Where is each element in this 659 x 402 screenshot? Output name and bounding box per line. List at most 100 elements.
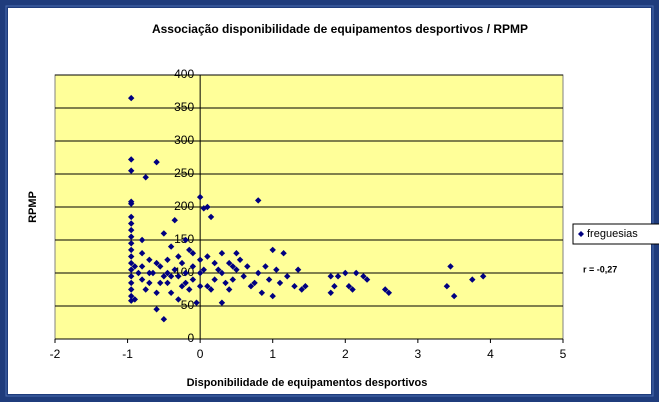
point — [207, 286, 215, 293]
point — [211, 276, 218, 283]
x-tick-label: 4 — [487, 347, 494, 361]
point — [360, 273, 367, 280]
point — [182, 269, 189, 277]
point — [215, 266, 222, 273]
point — [211, 259, 218, 267]
point — [385, 289, 393, 296]
point — [189, 263, 197, 270]
point — [178, 283, 186, 290]
point — [138, 263, 146, 270]
point — [128, 266, 135, 273]
point — [255, 269, 262, 277]
point — [182, 236, 189, 244]
point — [160, 230, 168, 237]
point — [236, 256, 244, 263]
y-tick-label: 250 — [174, 166, 194, 180]
point — [146, 269, 153, 277]
point — [327, 289, 334, 296]
point — [276, 279, 284, 287]
point — [128, 273, 135, 280]
y-tick-label: 300 — [174, 133, 194, 147]
point — [138, 250, 146, 257]
point — [175, 296, 182, 303]
point — [258, 289, 266, 296]
point — [255, 197, 262, 204]
point — [128, 220, 135, 227]
x-axis-label: Disponibilidade de equipamentos desporti… — [187, 377, 428, 389]
point — [291, 283, 298, 290]
point — [247, 283, 255, 290]
x-tick-label: 5 — [560, 347, 567, 361]
point — [222, 279, 229, 287]
point — [149, 269, 157, 277]
point — [284, 273, 291, 280]
point — [128, 167, 135, 174]
point — [128, 286, 135, 293]
point — [164, 256, 171, 263]
y-tick-label: 50 — [181, 298, 195, 312]
point — [167, 273, 175, 280]
point — [128, 279, 135, 287]
point — [218, 250, 226, 257]
point — [160, 273, 168, 280]
point — [447, 263, 454, 270]
point — [265, 276, 273, 283]
x-tick-label: 1 — [269, 347, 276, 361]
point — [135, 269, 142, 277]
point — [469, 276, 476, 283]
point — [225, 286, 233, 293]
legend-box — [572, 223, 659, 245]
chart-title: Associação disponibilidade de equipament… — [152, 22, 528, 36]
point — [269, 246, 276, 254]
point — [327, 273, 334, 280]
legend-label: freguesias — [587, 228, 638, 240]
point — [229, 263, 236, 270]
point — [138, 276, 146, 283]
point — [196, 193, 204, 201]
point — [146, 256, 153, 263]
point — [178, 259, 186, 267]
x-tick-label: 0 — [197, 347, 204, 361]
point — [186, 246, 193, 254]
point — [233, 250, 240, 257]
point — [200, 205, 207, 212]
point — [131, 263, 139, 270]
point — [128, 259, 135, 267]
point — [331, 283, 338, 290]
x-tick-label: 3 — [415, 347, 422, 361]
point — [298, 286, 305, 293]
point — [196, 283, 204, 290]
point — [175, 253, 182, 260]
point — [269, 292, 276, 300]
point — [157, 263, 164, 270]
point — [128, 246, 135, 254]
point — [160, 316, 168, 323]
point — [128, 233, 135, 240]
point — [273, 266, 280, 273]
x-tick-label: -2 — [50, 347, 61, 361]
point — [294, 266, 302, 273]
point — [196, 256, 204, 263]
point — [182, 279, 189, 287]
point — [207, 213, 215, 221]
y-axis-label: RPMP — [27, 191, 39, 223]
point — [443, 283, 451, 290]
y-tick-label: 400 — [174, 67, 194, 81]
point — [218, 269, 226, 277]
point — [128, 240, 135, 247]
point — [280, 250, 287, 257]
point — [153, 158, 160, 166]
point — [157, 279, 164, 287]
point — [164, 269, 171, 277]
point — [334, 273, 342, 280]
point — [251, 279, 258, 287]
point — [189, 276, 197, 283]
point — [153, 259, 160, 267]
point — [164, 279, 171, 287]
y-tick-label: 0 — [187, 331, 194, 345]
point — [186, 286, 193, 293]
point — [128, 200, 135, 207]
point — [193, 299, 200, 306]
point — [225, 259, 233, 267]
